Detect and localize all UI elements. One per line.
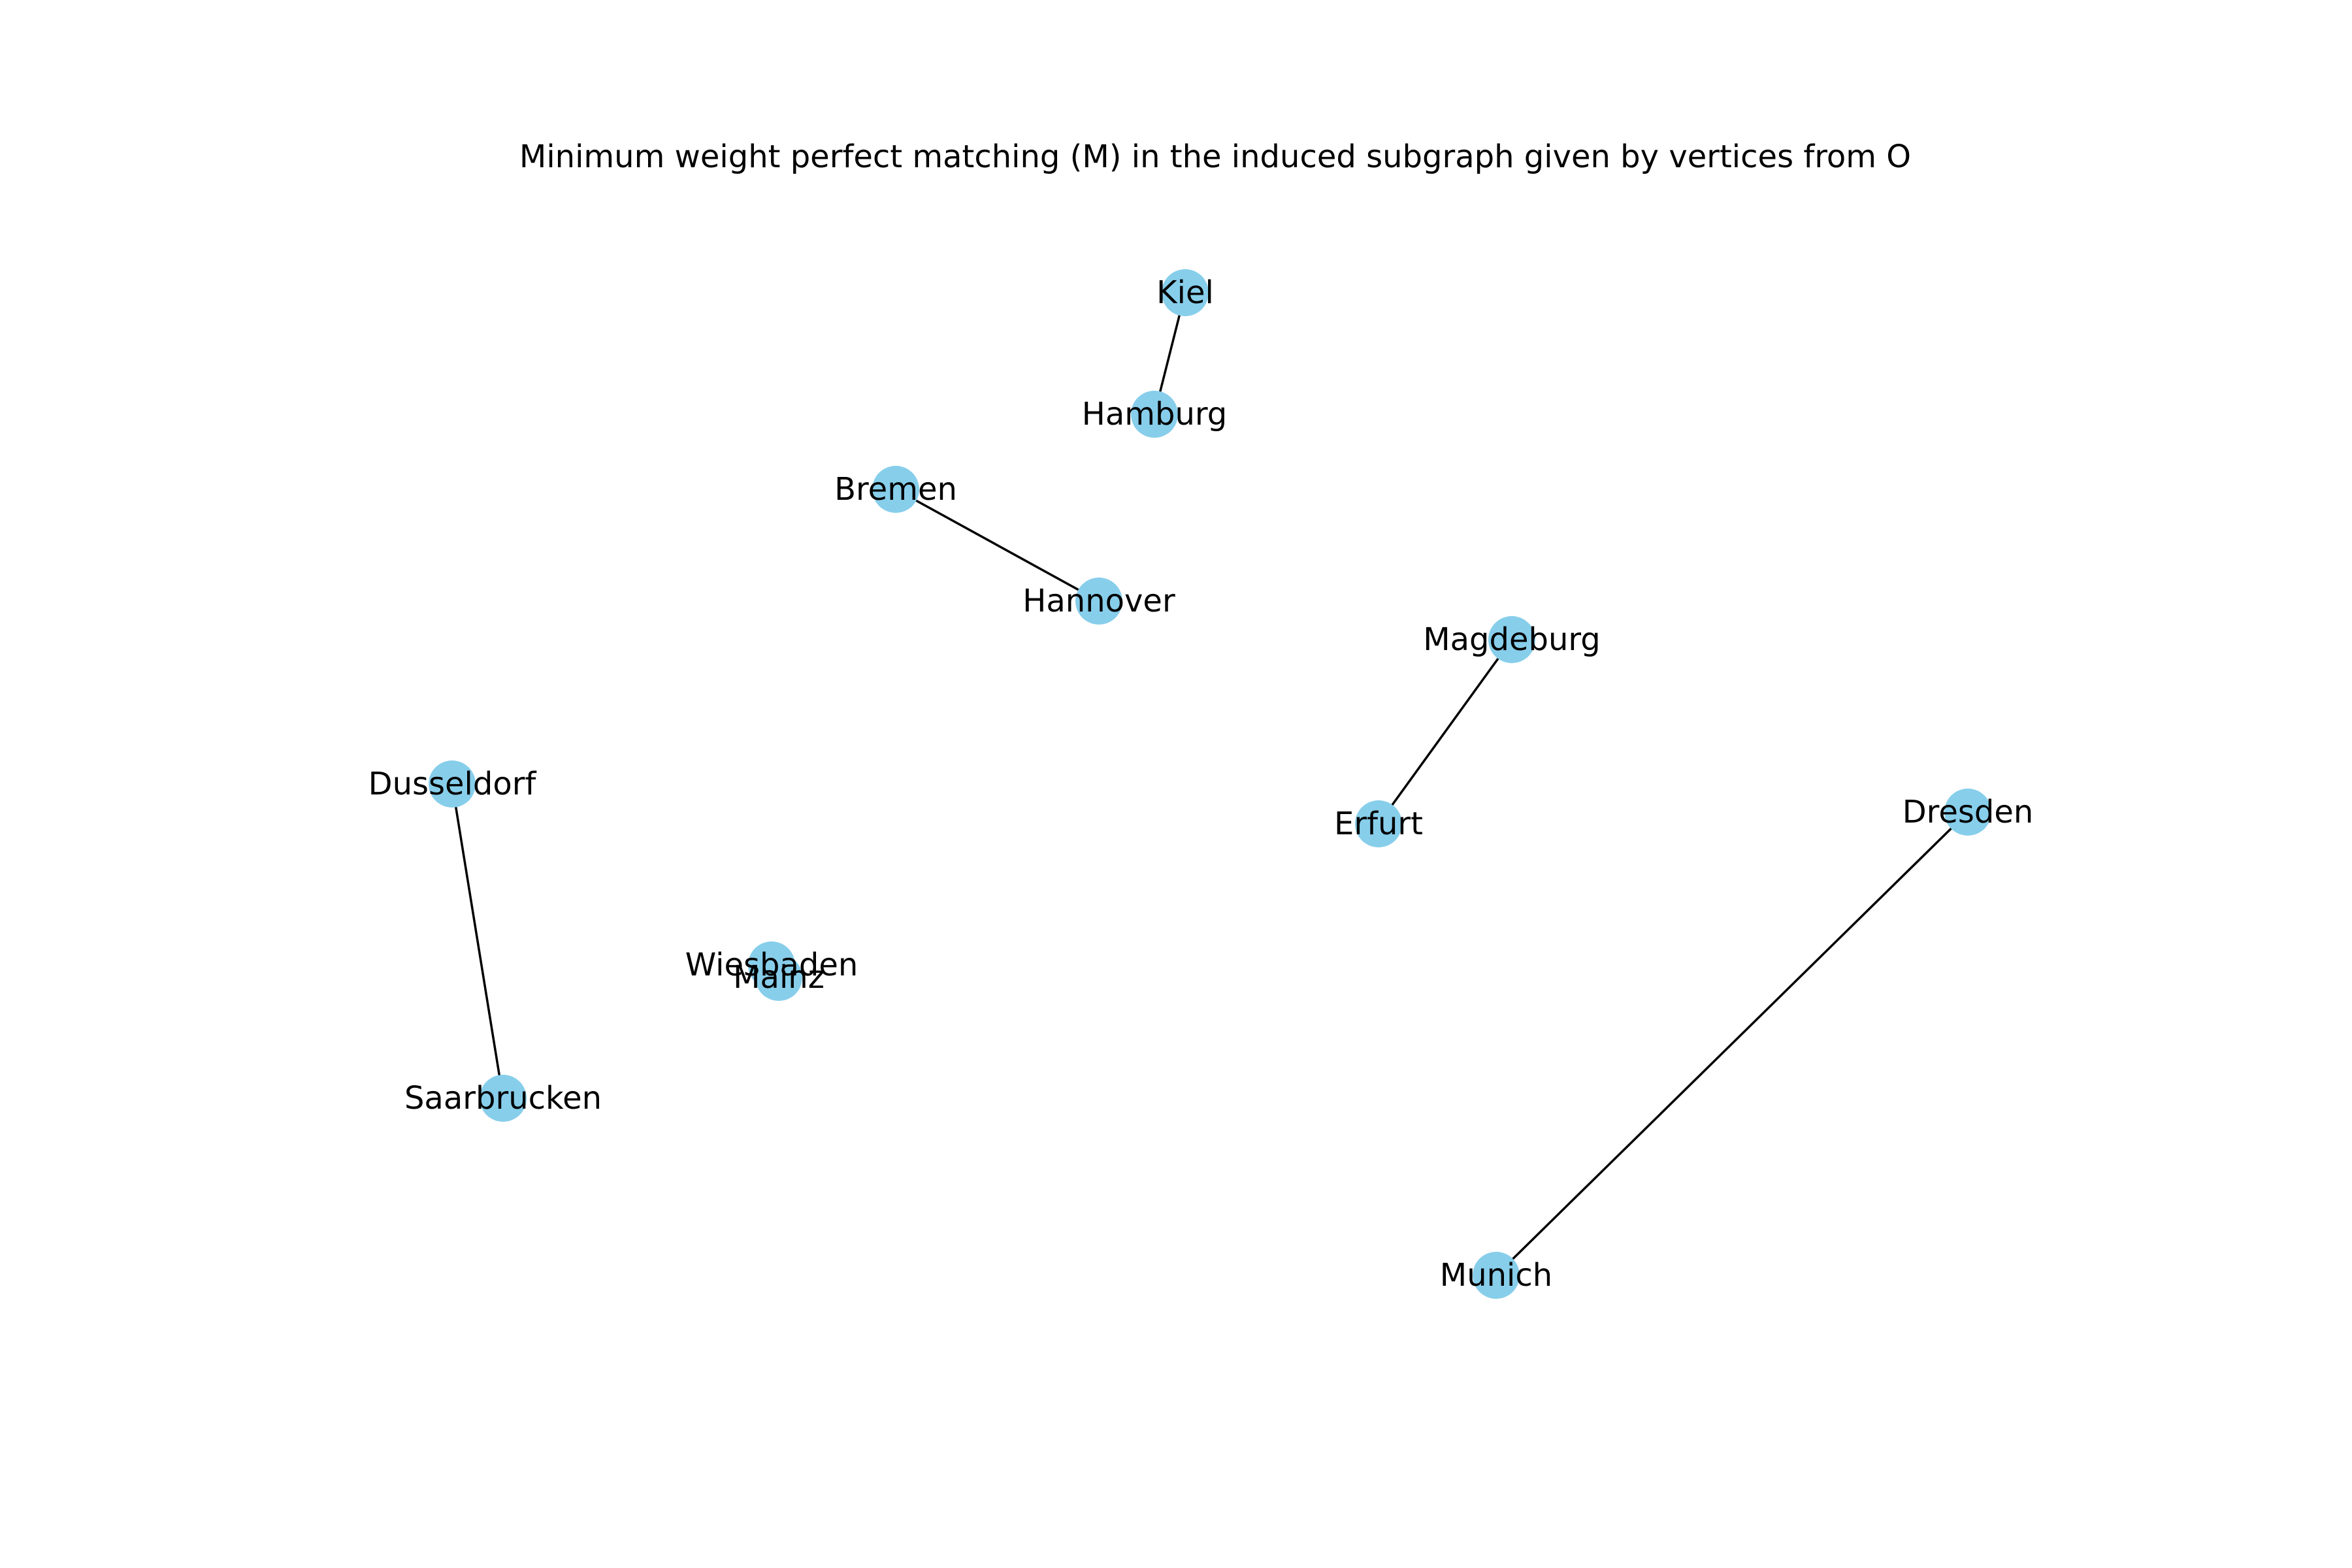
node-mainz	[755, 954, 802, 1001]
node-bremen	[872, 466, 919, 513]
node-label-bremen: Bremen	[834, 471, 957, 508]
edge-magdeburg-erfurt	[1377, 638, 1513, 825]
edge-dresden-munich	[1495, 811, 1969, 1277]
node-label-hamburg: Hamburg	[1082, 396, 1228, 433]
node-label-dusseldorf: Dusseldorf	[368, 766, 537, 802]
node-label-mainz: Mainz	[733, 959, 825, 996]
node-kiel	[1162, 269, 1209, 316]
diagram-title: Minimum weight perfect matching (M) in t…	[519, 139, 1912, 175]
node-label-magdeburg: Magdeburg	[1423, 621, 1601, 658]
node-munich	[1473, 1252, 1520, 1299]
nodes-layer	[429, 269, 1991, 1299]
node-hamburg	[1131, 391, 1178, 438]
node-label-erfurt: Erfurt	[1334, 806, 1423, 842]
node-label-munich: Munich	[1440, 1257, 1552, 1294]
edge-dusseldorf-saarbrucken	[451, 783, 504, 1099]
node-label-wiesbaden: Wiesbaden	[685, 947, 858, 983]
edge-bremen-hannover	[895, 488, 1100, 602]
node-hannover	[1075, 578, 1122, 625]
node-dresden	[1944, 789, 1991, 836]
labels-layer: Kiel Hamburg Bremen Hannover Magdeburg Erfurt…	[368, 274, 2034, 1294]
node-label-kiel: Kiel	[1156, 274, 1214, 311]
node-label-saarbrucken: Saarbrucken	[404, 1080, 602, 1117]
node-label-hannover: Hannover	[1022, 583, 1175, 619]
edges-layer	[451, 292, 1969, 1277]
node-magdeburg	[1488, 616, 1535, 663]
node-erfurt	[1355, 800, 1402, 847]
node-saarbrucken	[480, 1075, 527, 1122]
node-label-dresden: Dresden	[1903, 794, 2034, 830]
node-dusseldorf	[429, 760, 476, 808]
